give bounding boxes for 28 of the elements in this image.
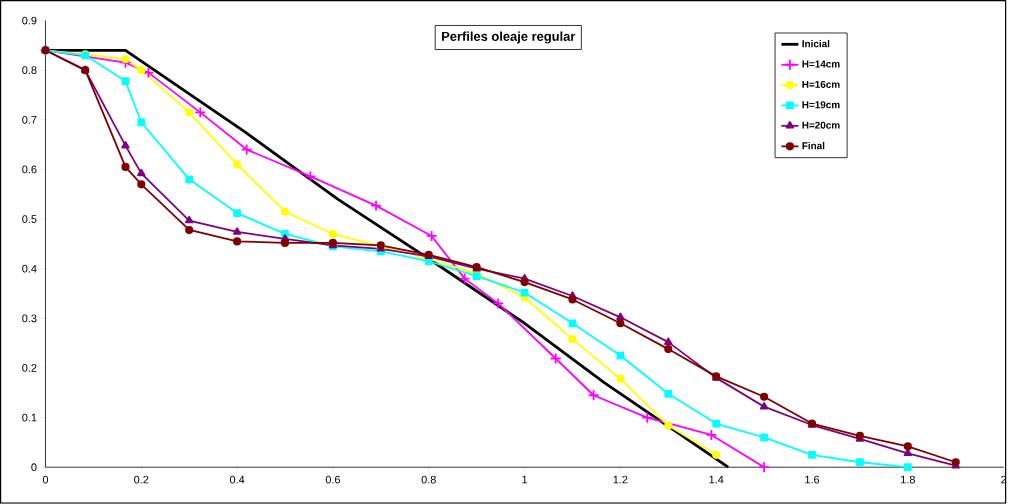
x-tick-label: 2 bbox=[1001, 475, 1007, 484]
y-tick-label: 0.1 bbox=[22, 413, 37, 422]
y-tick-label: 0.8 bbox=[22, 66, 37, 75]
legend-label: H=19cm bbox=[802, 101, 840, 109]
y-tick-label: 0.6 bbox=[22, 165, 37, 174]
x-tick-label: 0.8 bbox=[421, 475, 436, 484]
x-tick-label: 1.2 bbox=[613, 475, 628, 484]
x-tick-label: 0.6 bbox=[325, 475, 341, 484]
x-tick-label: 0.4 bbox=[229, 475, 245, 484]
legend-label: H=14cm bbox=[802, 60, 840, 68]
y-tick-label: 0 bbox=[31, 463, 37, 472]
x-tick-label: 1 bbox=[522, 475, 528, 484]
legend-label: Final bbox=[802, 142, 825, 150]
y-tick-label: 0.7 bbox=[22, 116, 37, 124]
x-tick-label: 1.8 bbox=[901, 475, 915, 484]
y-tick-label: 0.2 bbox=[22, 364, 37, 372]
y-tick-label: 0.5 bbox=[22, 215, 37, 224]
x-tick-label: 0.2 bbox=[134, 475, 149, 484]
legend-label: H=20cm bbox=[802, 121, 840, 129]
x-tick-label: 1.4 bbox=[709, 475, 724, 484]
y-tick-label: 0.3 bbox=[22, 314, 37, 323]
y-tick-label: 0.4 bbox=[22, 264, 37, 273]
legend-label: H=16cm bbox=[802, 81, 840, 89]
x-tick-label: 1.6 bbox=[805, 475, 820, 484]
y-tick-label: 0.9 bbox=[22, 16, 37, 25]
x-tick-label: 0 bbox=[42, 475, 49, 484]
legend-label: Inicial bbox=[802, 40, 830, 48]
text: Perfiles oleaje regular bbox=[442, 31, 576, 44]
